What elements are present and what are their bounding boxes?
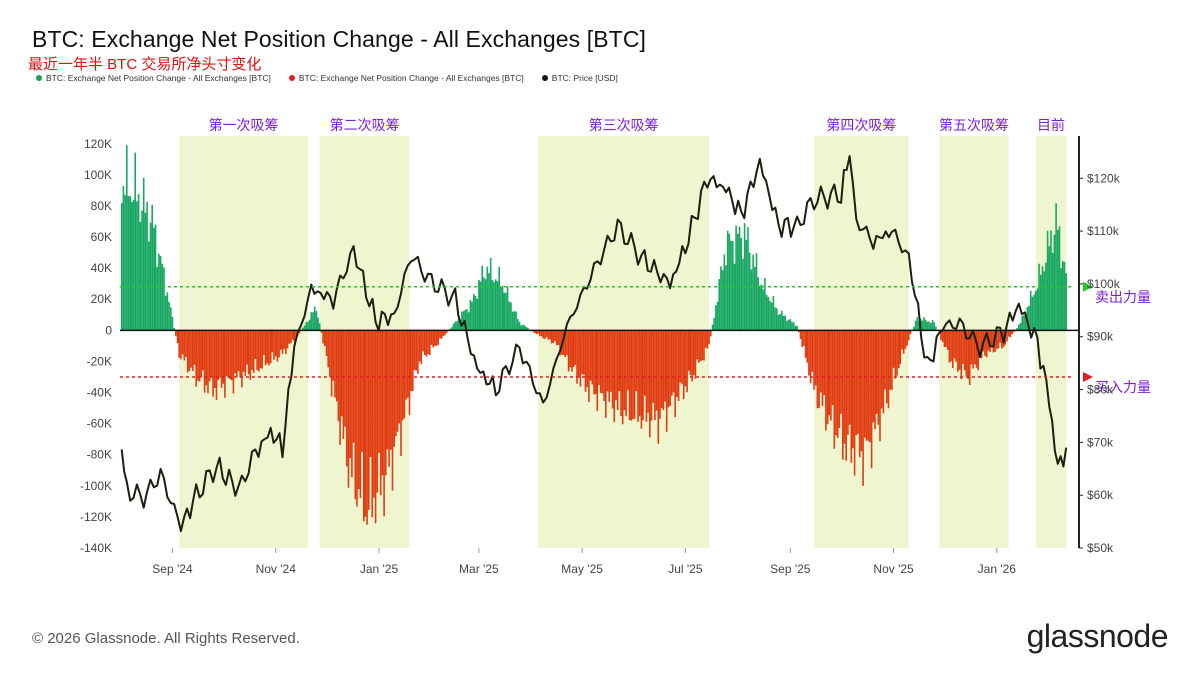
price-series-line xyxy=(120,155,1068,533)
y-left-tick-label: -140K xyxy=(80,541,112,555)
phase-label: 第三次吸筹 xyxy=(589,117,659,134)
x-tick-label: Nov '24 xyxy=(256,562,297,576)
y-left-tick-label: -100K xyxy=(80,479,112,493)
phase-label: 第一次吸筹 xyxy=(209,117,279,134)
legend-item-inflow[interactable]: BTC: Exchange Net Position Change - All … xyxy=(36,73,271,83)
x-tick-label: Jan '26 xyxy=(978,562,1017,576)
x-tick-label: Sep '24 xyxy=(152,562,193,576)
y-left-tick-label: -60K xyxy=(87,417,112,431)
x-tick-label: Mar '25 xyxy=(459,562,499,576)
y-left-tick-label: -80K xyxy=(87,448,112,462)
y-right-tick-label: $110k xyxy=(1087,224,1120,238)
arrow-right-icon xyxy=(1083,281,1093,292)
chart-subtitle: 最近一年半 BTC 交易所净头寸变化 xyxy=(28,56,262,73)
legend-label: BTC: Exchange Net Position Change - All … xyxy=(298,73,524,83)
legend-dot-red-icon xyxy=(288,75,295,81)
y-left-tick-label: 0 xyxy=(105,323,112,337)
x-tick-label: Jul '25 xyxy=(668,562,703,576)
chart-legend: BTC: Exchange Net Position Change - All … xyxy=(36,73,618,83)
y-right-tick-label: $50k xyxy=(1087,541,1114,555)
phase-label: 第四次吸筹 xyxy=(826,117,896,134)
axes: 120K 100K 80K 60K 40K 20K 0 -20K -40K -60K -80K -10… xyxy=(80,136,1121,576)
y-right-tick-label: $100k xyxy=(1087,277,1121,291)
x-tick-label: Sep '25 xyxy=(770,562,811,576)
y-right-tick-label: $90k xyxy=(1087,330,1114,344)
y-left-tick-label: 40K xyxy=(91,261,112,275)
y-right-tick-label: $70k xyxy=(1087,435,1114,449)
legend-item-outflow[interactable]: BTC: Exchange Net Position Change - All … xyxy=(288,73,524,83)
arrow-right-icon xyxy=(1083,371,1093,382)
x-tick-label: May '25 xyxy=(561,562,603,576)
x-tick-label: Nov '25 xyxy=(873,562,914,576)
phase-label: 第二次吸筹 xyxy=(330,117,400,134)
y-right-tick-label: $60k xyxy=(1087,488,1114,502)
legend-item-price[interactable]: BTC: Price [USD] xyxy=(541,73,618,83)
y-left-tick-label: -40K xyxy=(87,386,112,400)
legend-label: BTC: Price [USD] xyxy=(551,73,618,83)
y-left-tick-label: 100K xyxy=(84,168,112,182)
y-left-tick-label: -120K xyxy=(80,510,112,524)
legend-label: BTC: Exchange Net Position Change - All … xyxy=(46,73,271,83)
legend-dot-green-icon xyxy=(36,75,42,81)
y-left-tick-label: 20K xyxy=(91,292,112,306)
y-right-tick-label: $80k xyxy=(1087,383,1114,397)
reference-label: 卖出力量 xyxy=(1095,290,1151,306)
reference-label: 买入力量 xyxy=(1095,380,1151,396)
x-tick-label: Jan '25 xyxy=(360,562,399,576)
y-left-tick-label: -20K xyxy=(87,354,112,368)
chart-title: BTC: Exchange Net Position Change - All … xyxy=(32,26,647,52)
glassnode-logo: glassnode xyxy=(1026,618,1169,654)
y-right-tick-label: $120k xyxy=(1087,171,1121,185)
phase-label: 第五次吸筹 xyxy=(939,117,1009,134)
phase-label: 目前 xyxy=(1037,117,1065,134)
y-left-tick-label: 60K xyxy=(91,230,112,244)
outflow-area xyxy=(175,330,1015,525)
y-left-tick-label: 80K xyxy=(91,199,112,213)
legend-dot-black-icon xyxy=(541,75,548,81)
copyright-text: © 2026 Glassnode. All Rights Reserved. xyxy=(32,630,300,647)
price-line xyxy=(120,155,1068,533)
y-left-tick-label: 120K xyxy=(84,137,112,151)
highlight-region xyxy=(1035,136,1067,548)
